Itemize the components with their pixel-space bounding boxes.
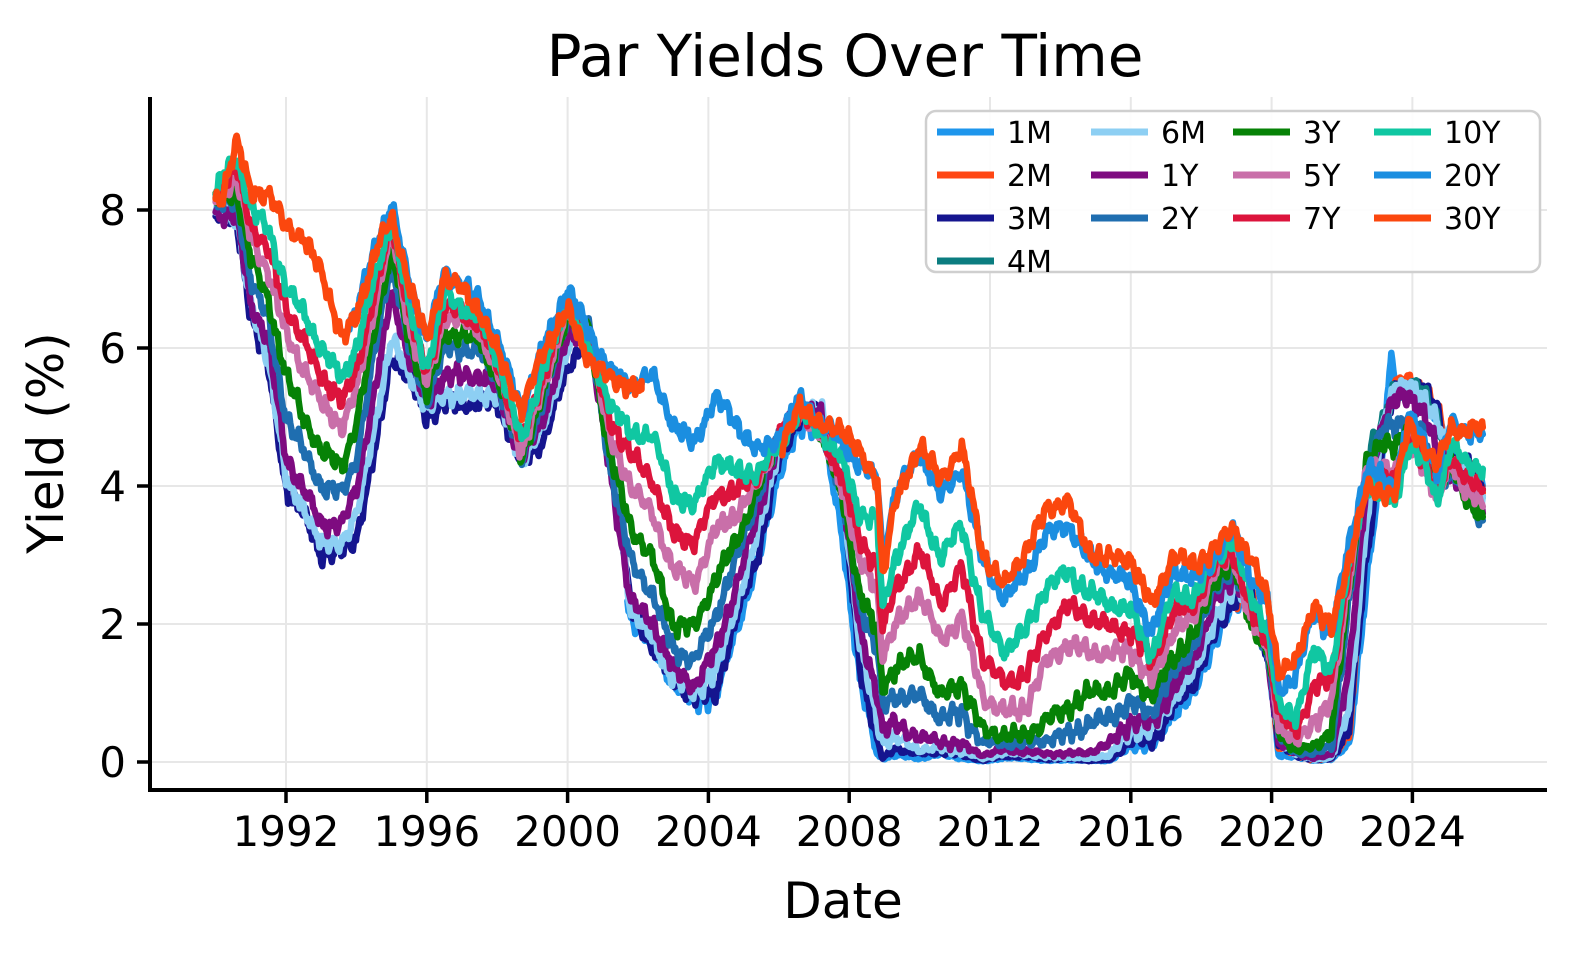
y-tick-label: 2 [99, 600, 126, 649]
chart-title: Par Yields Over Time [546, 22, 1144, 90]
legend-label-3Y: 3Y [1303, 116, 1341, 151]
legend-label-6M: 6M [1161, 116, 1206, 151]
y-tick-label: 6 [99, 324, 126, 373]
legend-label-30Y: 30Y [1444, 202, 1501, 237]
x-tick-label: 2024 [1359, 807, 1466, 856]
x-tick-label: 2020 [1218, 807, 1325, 856]
legend-label-2Y: 2Y [1161, 202, 1199, 237]
x-tick-label: 1992 [233, 807, 340, 856]
series-line-30Y [212, 132, 645, 424]
legend-label-3M: 3M [1007, 202, 1052, 237]
x-tick-label: 2004 [655, 807, 762, 856]
y-tick-label: 8 [99, 186, 126, 235]
legend: 1M 2M 3M 4M 6M 1Y 2Y 3Y 5Y 7Y 10Y 20Y 30Y [924, 109, 1542, 280]
x-tick-label: 2008 [796, 807, 903, 856]
legend-label-2M: 2M [1007, 159, 1052, 194]
y-tick-label: 0 [99, 738, 126, 787]
legend-label-7Y: 7Y [1303, 202, 1341, 237]
x-axis-label: Date [783, 872, 903, 930]
x-tick-label: 2016 [1077, 807, 1184, 856]
legend-label-10Y: 10Y [1444, 116, 1501, 151]
legend-label-1Y: 1Y [1161, 159, 1199, 194]
x-tick-label: 2012 [937, 807, 1044, 856]
x-tick-label: 1996 [373, 807, 480, 856]
legend-label-20Y: 20Y [1444, 159, 1501, 194]
legend-label-1M: 1M [1007, 116, 1052, 151]
y-axis-label: Yield (%) [17, 332, 75, 554]
x-tick-label: 2000 [514, 807, 621, 856]
series-group [212, 132, 1487, 765]
legend-box [924, 109, 1542, 274]
legend-label-5Y: 5Y [1303, 159, 1341, 194]
legend-label-4M: 4M [1007, 245, 1052, 280]
y-tick-label: 4 [99, 462, 126, 511]
series-line-30Y [779, 393, 1487, 682]
